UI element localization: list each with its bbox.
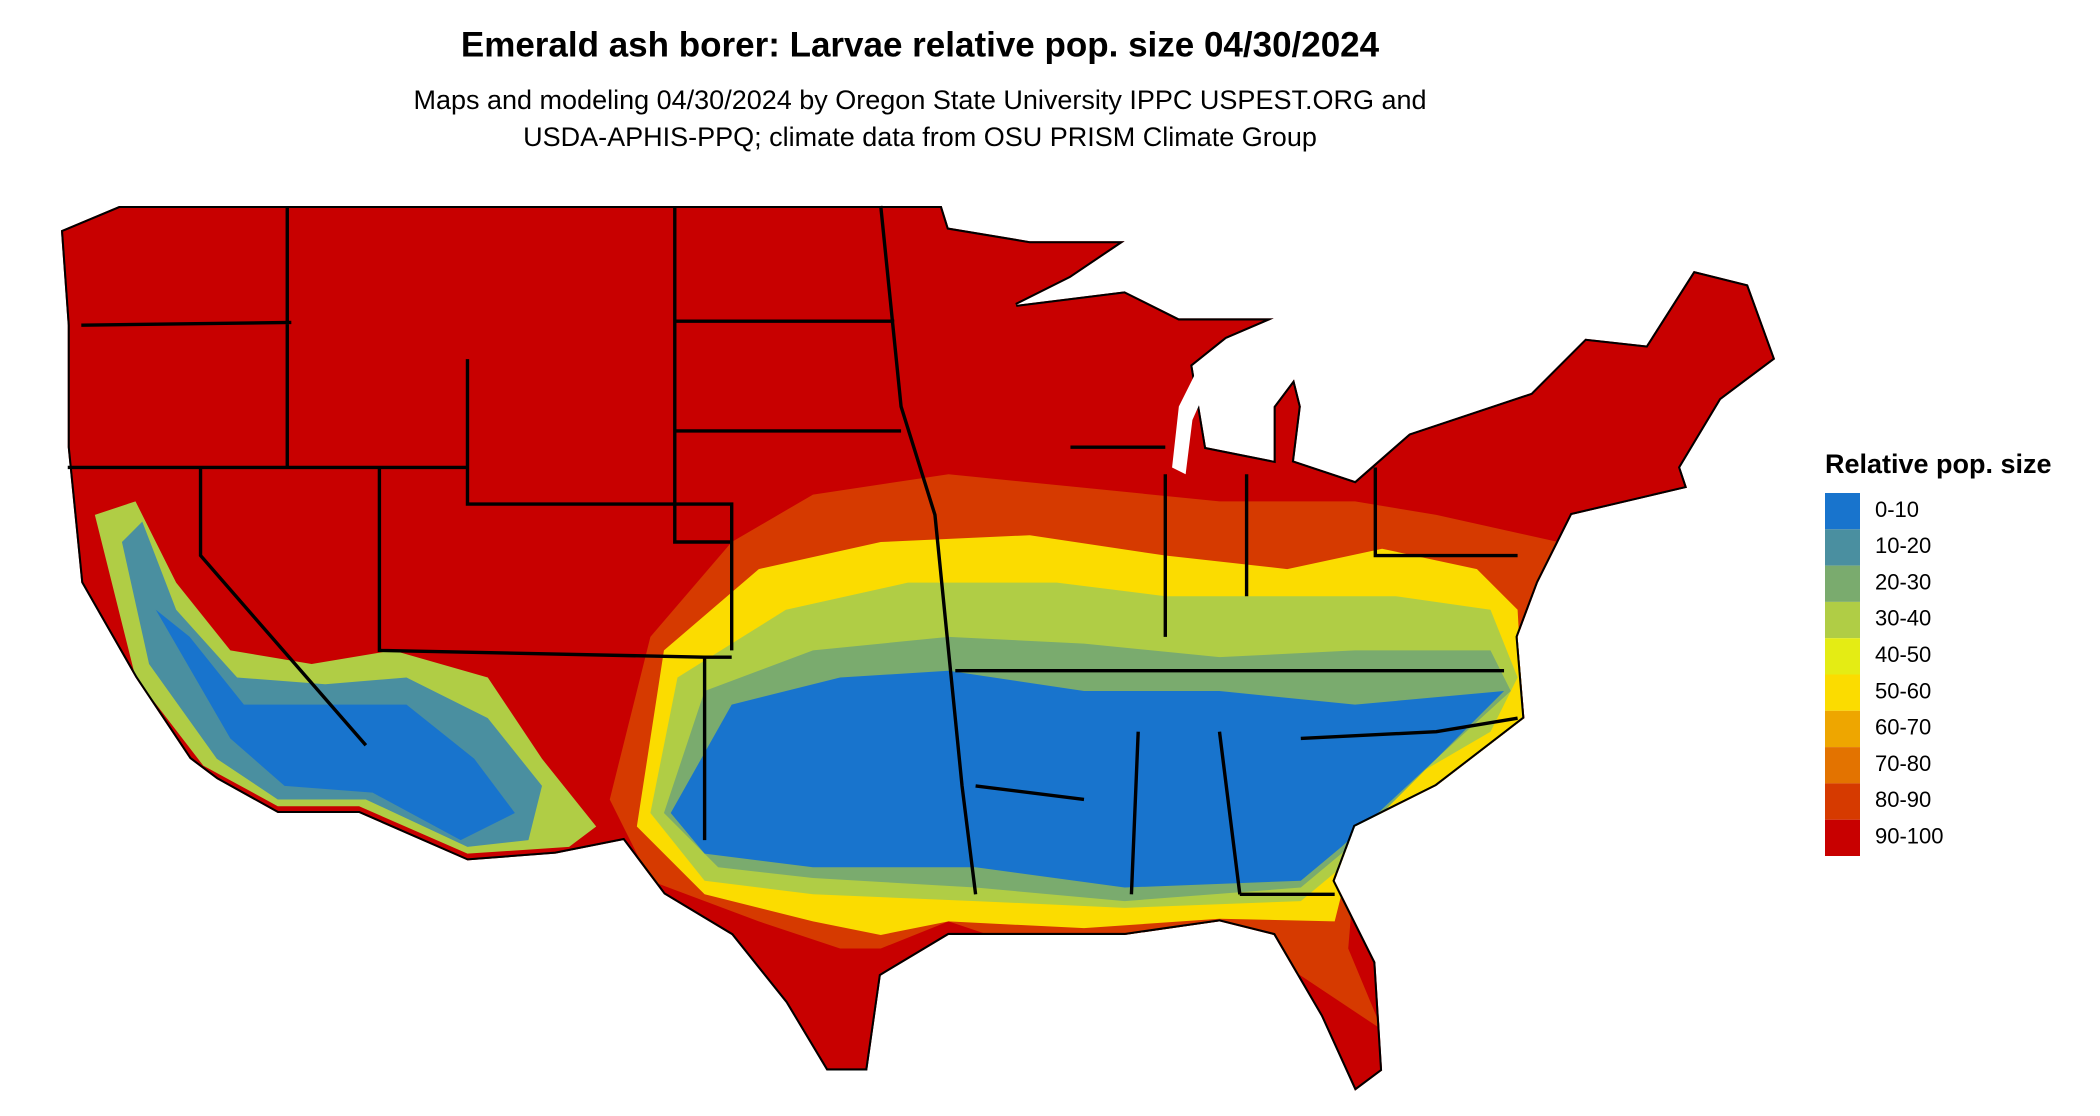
legend-label: 80-90 (1875, 787, 1931, 812)
legend-swatch (1825, 565, 1860, 602)
legend-swatch (1825, 601, 1860, 639)
legend-swatch (1825, 529, 1860, 566)
legend-label: 30-40 (1875, 606, 1931, 631)
state-borders (60, 205, 1776, 1091)
legend-swatch (1825, 819, 1860, 856)
zone (155, 609, 515, 841)
map-fill (60, 205, 1776, 1091)
legend-swatch (1825, 710, 1860, 748)
legend-swatch (1825, 493, 1860, 530)
legend-label: 10-20 (1875, 533, 1931, 558)
legend-label: 0-10 (1875, 497, 1919, 522)
legend-label: 50-60 (1875, 678, 1931, 703)
subtitle: Maps and modeling 04/30/2024 by Oregon S… (413, 85, 1426, 115)
zone (670, 670, 1505, 888)
legend-swatch (1825, 747, 1860, 784)
title: Emerald ash borer: Larvae relative pop. … (461, 25, 1380, 64)
legend-label: 70-80 (1875, 751, 1931, 776)
legend-label: 20-30 (1875, 569, 1931, 594)
legend-label: 90-100 (1875, 824, 1944, 849)
legend: 0-10 10-20 20-30 30-40 40-50 50-60 60-70 70-80 8… (1825, 493, 1944, 856)
legend-label: 40-50 (1875, 642, 1931, 667)
subtitle: USDA-APHIS-PPQ; climate data from OSU PR… (523, 122, 1317, 152)
legend-title: Relative pop. size (1825, 449, 2052, 479)
legend-swatch (1825, 638, 1860, 675)
legend-swatch (1825, 674, 1860, 711)
map (60, 205, 1776, 1091)
legend-label: 60-70 (1875, 715, 1931, 740)
legend-swatch (1825, 783, 1860, 820)
lake (1172, 359, 1220, 475)
